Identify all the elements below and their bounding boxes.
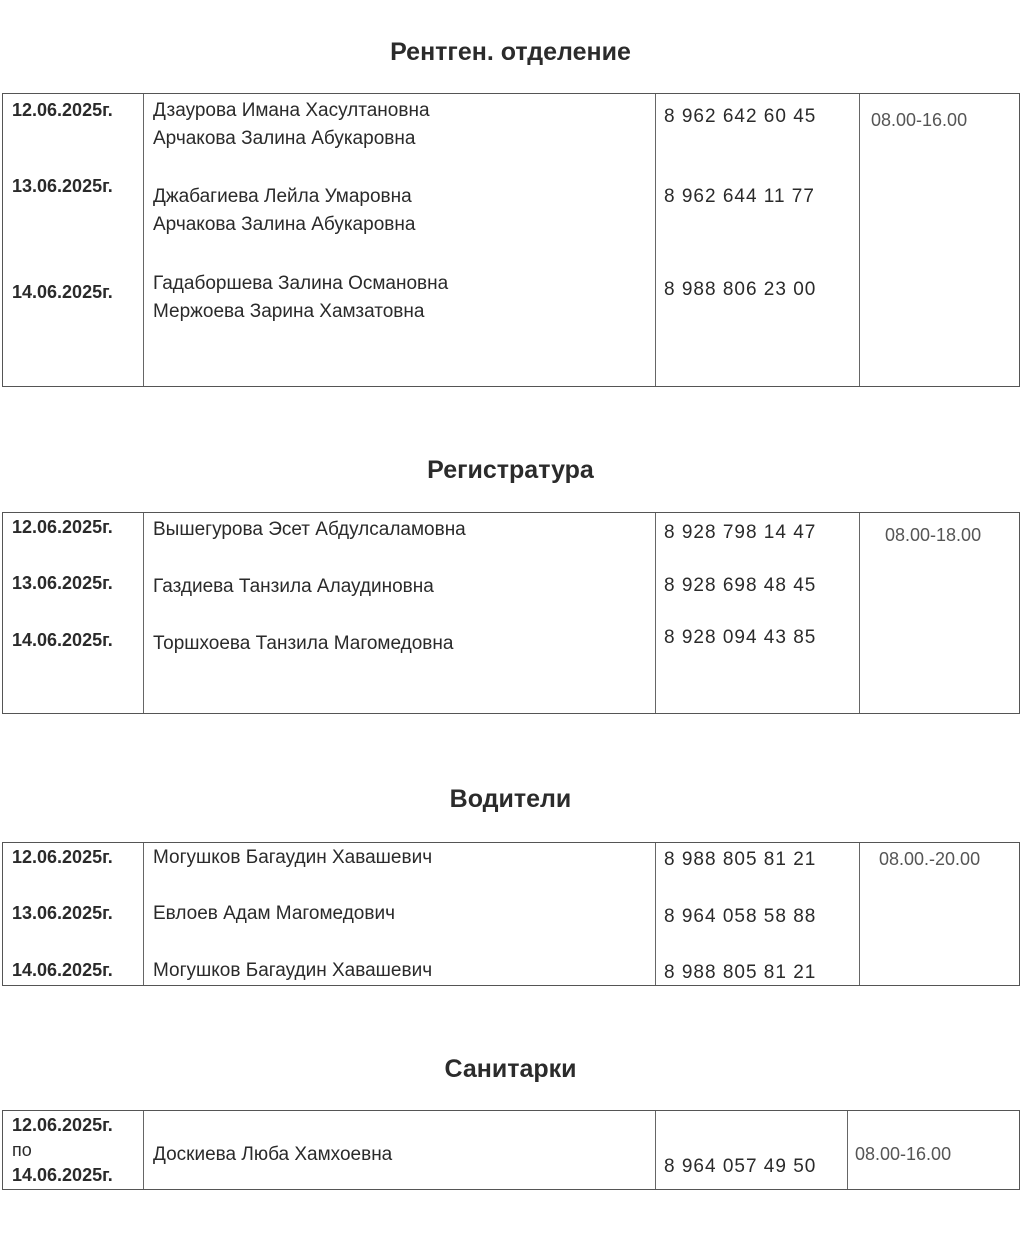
section-title-registry: Регистратура	[427, 456, 594, 484]
schedule-table-drivers: 12.06.2025г. 13.06.2025г. 14.06.2025г. М…	[2, 842, 1020, 986]
hours-column: 08.00.-20.00	[859, 843, 1019, 985]
phone-cell: 8 964 058 58 88	[664, 906, 817, 927]
name-cell: Джабагиева Лейла Умаровна	[153, 186, 412, 207]
schedule-table-registry: 12.06.2025г. 13.06.2025г. 14.06.2025г. В…	[2, 512, 1020, 714]
schedule-table-orderlies: 12.06.2025г. по 14.06.2025г. Доскиева Лю…	[2, 1110, 1020, 1190]
date-cell: 12.06.2025г.	[12, 100, 113, 120]
date-separator: по	[12, 1140, 32, 1160]
schedule-table-xray: 12.06.2025г. 13.06.2025г. 14.06.2025г. Д…	[2, 93, 1020, 387]
date-cell: 12.06.2025г.	[12, 517, 113, 537]
hours-cell: 08.00-16.00	[871, 110, 968, 130]
section-title-orderlies: Санитарки	[444, 1055, 577, 1083]
date-to: 14.06.2025г.	[12, 1165, 113, 1185]
name-cell: Евлоев Адам Магомедович	[153, 903, 395, 924]
date-column: 12.06.2025г. 13.06.2025г. 14.06.2025г.	[3, 94, 144, 386]
phone-column: 8 988 805 81 21 8 964 058 58 88 8 988 80…	[655, 843, 860, 985]
name-cell: Мержоева Зарина Хамзатовна	[153, 301, 425, 322]
name-cell: Газдиева Танзила Алаудиновна	[153, 576, 434, 597]
date-cell: 14.06.2025г.	[12, 630, 113, 650]
name-cell: Гадаборшева Залина Османовна	[153, 273, 449, 294]
hours-column: 08.00-18.00	[859, 513, 1019, 713]
name-cell: Могушков Багаудин Хавашевич	[153, 960, 433, 981]
date-cell: 13.06.2025г.	[12, 573, 113, 593]
name-cell: Вышегурова Эсет Абдулсаламовна	[153, 519, 466, 540]
phone-cell: 8 988 805 81 21	[664, 849, 817, 870]
hours-column: 08.00-16.00	[859, 94, 1019, 386]
date-from: 12.06.2025г.	[12, 1115, 113, 1135]
date-column: 12.06.2025г. по 14.06.2025г.	[3, 1111, 144, 1189]
phone-cell: 8 928 798 14 47	[664, 522, 817, 543]
name-cell: Арчакова Залина Абукаровна	[153, 214, 416, 235]
phone-cell: 8 988 805 81 21	[664, 962, 817, 983]
phone-cell: 8 962 642 60 45	[664, 106, 817, 127]
phone-column: 8 964 057 49 50	[655, 1111, 848, 1189]
date-cell: 14.06.2025г.	[12, 960, 113, 980]
phone-cell: 8 928 094 43 85	[664, 627, 817, 648]
phone-column: 8 962 642 60 45 8 962 644 11 77 8 988 80…	[655, 94, 860, 386]
name-cell: Могушков Багаудин Хавашевич	[153, 847, 433, 868]
hours-cell: 08.00.-20.00	[879, 849, 981, 869]
date-column: 12.06.2025г. 13.06.2025г. 14.06.2025г.	[3, 513, 144, 713]
date-cell: 13.06.2025г.	[12, 903, 113, 923]
name-cell: Торшхоева Танзила Магомедовна	[153, 633, 454, 654]
hours-cell: 08.00-16.00	[855, 1144, 952, 1164]
section-title-drivers: Водители	[449, 785, 572, 813]
names-column: Могушков Багаудин Хавашевич Евлоев Адам …	[143, 843, 656, 985]
phone-cell: 8 962 644 11 77	[664, 186, 815, 207]
phone-cell: 8 964 057 49 50	[664, 1156, 817, 1177]
names-column: Вышегурова Эсет Абдулсаламовна Газдиева …	[143, 513, 656, 713]
section-title-xray: Рентген. отделение	[390, 38, 631, 66]
names-column: Доскиева Люба Хамхоевна	[143, 1111, 656, 1189]
phone-column: 8 928 798 14 47 8 928 698 48 45 8 928 09…	[655, 513, 860, 713]
date-cell: 13.06.2025г.	[12, 176, 113, 196]
hours-column: 08.00-16.00	[847, 1111, 1019, 1189]
phone-cell: 8 988 806 23 00	[664, 279, 817, 300]
name-cell: Доскиева Люба Хамхоевна	[153, 1144, 393, 1165]
names-column: Дзаурова Имана Хасултановна Арчакова Зал…	[143, 94, 656, 386]
name-cell: Арчакова Залина Абукаровна	[153, 128, 416, 149]
date-cell: 12.06.2025г.	[12, 847, 113, 867]
date-column: 12.06.2025г. 13.06.2025г. 14.06.2025г.	[3, 843, 144, 985]
phone-cell: 8 928 698 48 45	[664, 575, 817, 596]
date-cell: 14.06.2025г.	[12, 282, 113, 302]
hours-cell: 08.00-18.00	[885, 525, 982, 545]
name-cell: Дзаурова Имана Хасултановна	[153, 100, 430, 121]
